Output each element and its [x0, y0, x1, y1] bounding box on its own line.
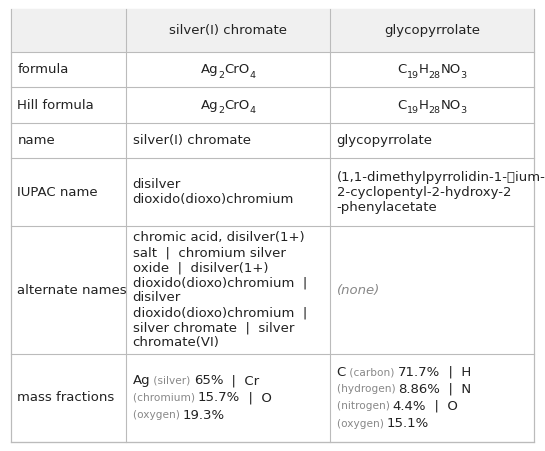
Text: |  N: | N [440, 383, 471, 396]
Bar [11, 9, 534, 52]
Text: glycopyrrolate: glycopyrrolate [384, 24, 480, 37]
Text: 15.1%: 15.1% [387, 417, 429, 430]
Text: formula: formula [17, 63, 69, 76]
Text: 19: 19 [407, 106, 419, 115]
Text: Ag: Ag [132, 374, 150, 387]
Text: C: C [397, 98, 407, 111]
Text: (hydrogen): (hydrogen) [337, 384, 398, 394]
Text: H: H [419, 63, 428, 76]
Text: |  O: | O [426, 400, 458, 413]
Text: disilver
dioxido(dioxo)chromium: disilver dioxido(dioxo)chromium [132, 178, 294, 206]
Text: (oxygen): (oxygen) [337, 419, 387, 428]
Text: Hill formula: Hill formula [17, 98, 94, 111]
Text: |  Cr: | Cr [223, 374, 259, 387]
Text: mass fractions: mass fractions [17, 391, 114, 405]
Text: NO: NO [440, 63, 461, 76]
Text: glycopyrrolate: glycopyrrolate [337, 134, 433, 147]
Text: (1,1-dimethylpyrrolidin-1-ium-3-yl)
2-cyclopentyl-2-hydroxy-2
-phenylacetate: (1,1-dimethylpyrrolidin-1- ium-3-yl) 2-c… [337, 170, 545, 214]
Text: silver(I) chromate: silver(I) chromate [169, 24, 287, 37]
Text: (chromium): (chromium) [132, 393, 198, 403]
Text: |  O: | O [240, 391, 272, 405]
Text: 4: 4 [250, 71, 256, 80]
Text: 2: 2 [218, 71, 224, 80]
Text: 8.86%: 8.86% [398, 383, 440, 396]
Text: NO: NO [440, 98, 461, 111]
Text: (nitrogen): (nitrogen) [337, 401, 393, 411]
Text: 4: 4 [250, 106, 256, 115]
Text: |  H: | H [440, 366, 471, 379]
Text: (carbon): (carbon) [346, 367, 398, 377]
Text: (none): (none) [337, 284, 380, 297]
Text: 28: 28 [428, 106, 440, 115]
Text: 71.7%: 71.7% [398, 366, 440, 379]
Text: 3: 3 [461, 106, 467, 115]
Text: chromic acid, disilver(1+)
salt  |  chromium silver
oxide  |  disilver(1+)
dioxi: chromic acid, disilver(1+) salt | chromi… [132, 231, 307, 349]
Text: 19: 19 [407, 71, 419, 80]
Text: H: H [419, 98, 428, 111]
Text: 28: 28 [428, 71, 440, 80]
Text: alternate names: alternate names [17, 284, 127, 297]
Text: CrO: CrO [224, 63, 250, 76]
Text: 2: 2 [218, 106, 224, 115]
Text: Ag: Ag [201, 63, 218, 76]
Text: CrO: CrO [224, 98, 250, 111]
Text: 15.7%: 15.7% [198, 391, 240, 405]
Text: IUPAC name: IUPAC name [17, 186, 98, 199]
Text: 19.3%: 19.3% [183, 409, 225, 422]
Text: 3: 3 [461, 71, 467, 80]
Text: 65%: 65% [194, 374, 223, 387]
Text: name: name [17, 134, 55, 147]
Text: C: C [337, 366, 346, 379]
Text: C: C [397, 63, 407, 76]
Text: (silver): (silver) [150, 376, 194, 386]
Text: Ag: Ag [201, 98, 218, 111]
Text: silver(I) chromate: silver(I) chromate [132, 134, 251, 147]
Text: 4.4%: 4.4% [393, 400, 426, 413]
Text: (oxygen): (oxygen) [132, 410, 183, 420]
